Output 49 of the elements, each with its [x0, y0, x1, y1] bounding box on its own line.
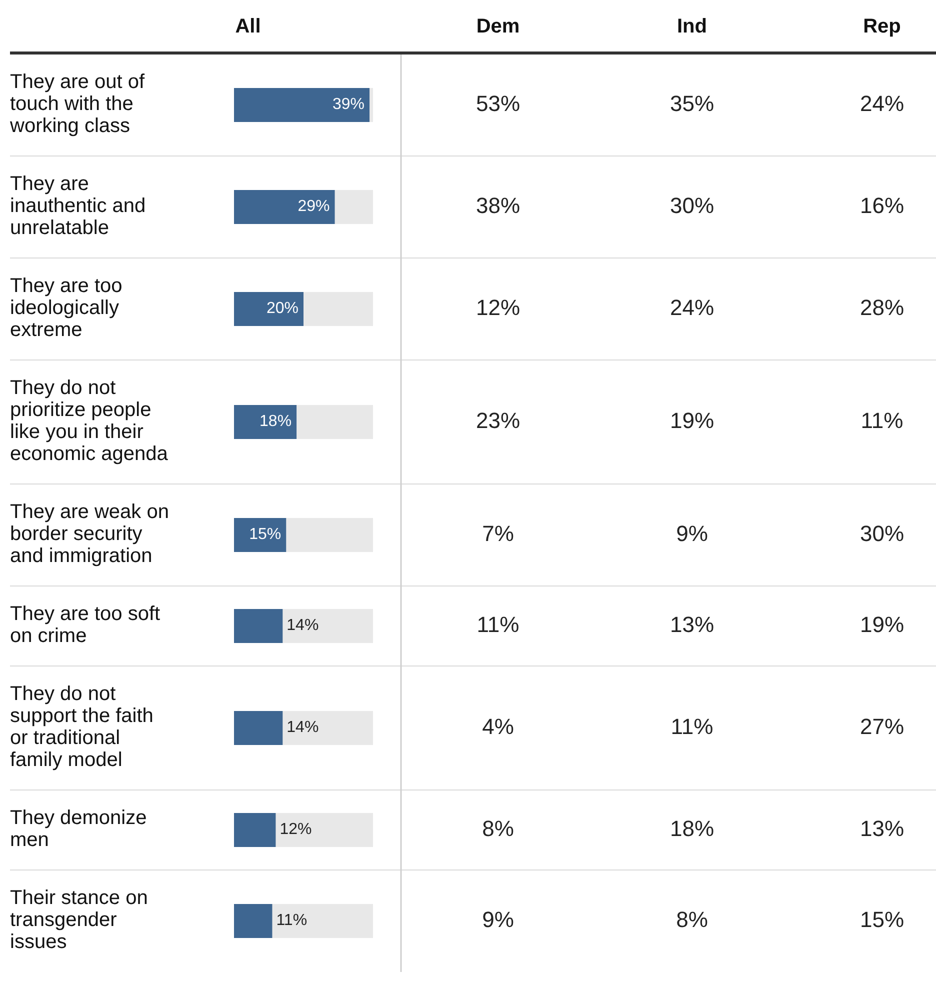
y-tick-label: They do not support the faith or traditional family model	[10, 683, 154, 772]
y-tick-label: They are too soft on crime	[10, 603, 161, 648]
text: 35%	[670, 90, 714, 116]
y-tick-label: They are too ideologically extreme	[10, 275, 122, 342]
text: 15%	[860, 906, 904, 932]
text: 7%	[482, 520, 514, 546]
text: 19%	[860, 612, 904, 637]
data-label: 12%	[280, 821, 312, 838]
data-label: 18%	[260, 413, 292, 430]
y-tick-label: Their stance on transgender issues	[10, 887, 148, 954]
y-tick-label: They demonize men	[10, 807, 147, 852]
data-label: 29%	[298, 198, 330, 216]
data-label: 39%	[332, 96, 365, 114]
data-label: 14%	[286, 719, 319, 736]
text: 18%	[670, 816, 714, 841]
data-label: 15%	[249, 526, 282, 544]
data-label: 20%	[266, 300, 298, 318]
text: 24%	[860, 90, 904, 116]
category-label: Dem	[476, 15, 520, 38]
y-tick-label: They do not prioritize people like you in their economic agenda	[10, 377, 169, 466]
y-tick-label: They are out of touch with the working class	[9, 71, 145, 138]
text: 16%	[860, 192, 904, 218]
y-tick-label: They are inauthentic and unrelatable	[10, 173, 146, 240]
category-label: Rep	[863, 15, 901, 38]
text: 23%	[476, 408, 520, 433]
text: 9%	[676, 520, 708, 546]
chart-title: All	[235, 15, 261, 38]
data-label: 11%	[276, 912, 308, 930]
y-tick-label: They are weak on border security and immigration	[10, 501, 169, 568]
text: 13%	[860, 816, 904, 841]
text: 19%	[670, 408, 714, 433]
text: 4%	[482, 714, 514, 739]
category-label: Ind	[677, 15, 707, 38]
text: 24%	[670, 294, 714, 320]
text: 8%	[482, 816, 514, 841]
text: 27%	[860, 714, 904, 739]
text: 8%	[676, 906, 708, 932]
text: 30%	[860, 520, 904, 546]
text: 30%	[670, 192, 714, 218]
text: 12%	[476, 294, 520, 320]
text: 11%	[670, 714, 714, 739]
text: 28%	[860, 294, 904, 320]
text: 9%	[482, 906, 514, 932]
data-label: 14%	[286, 617, 319, 634]
text: 11%	[476, 612, 520, 637]
text: 11%	[860, 408, 904, 433]
text: 13%	[670, 612, 714, 637]
text: 38%	[476, 192, 520, 218]
text: 53%	[476, 90, 520, 116]
